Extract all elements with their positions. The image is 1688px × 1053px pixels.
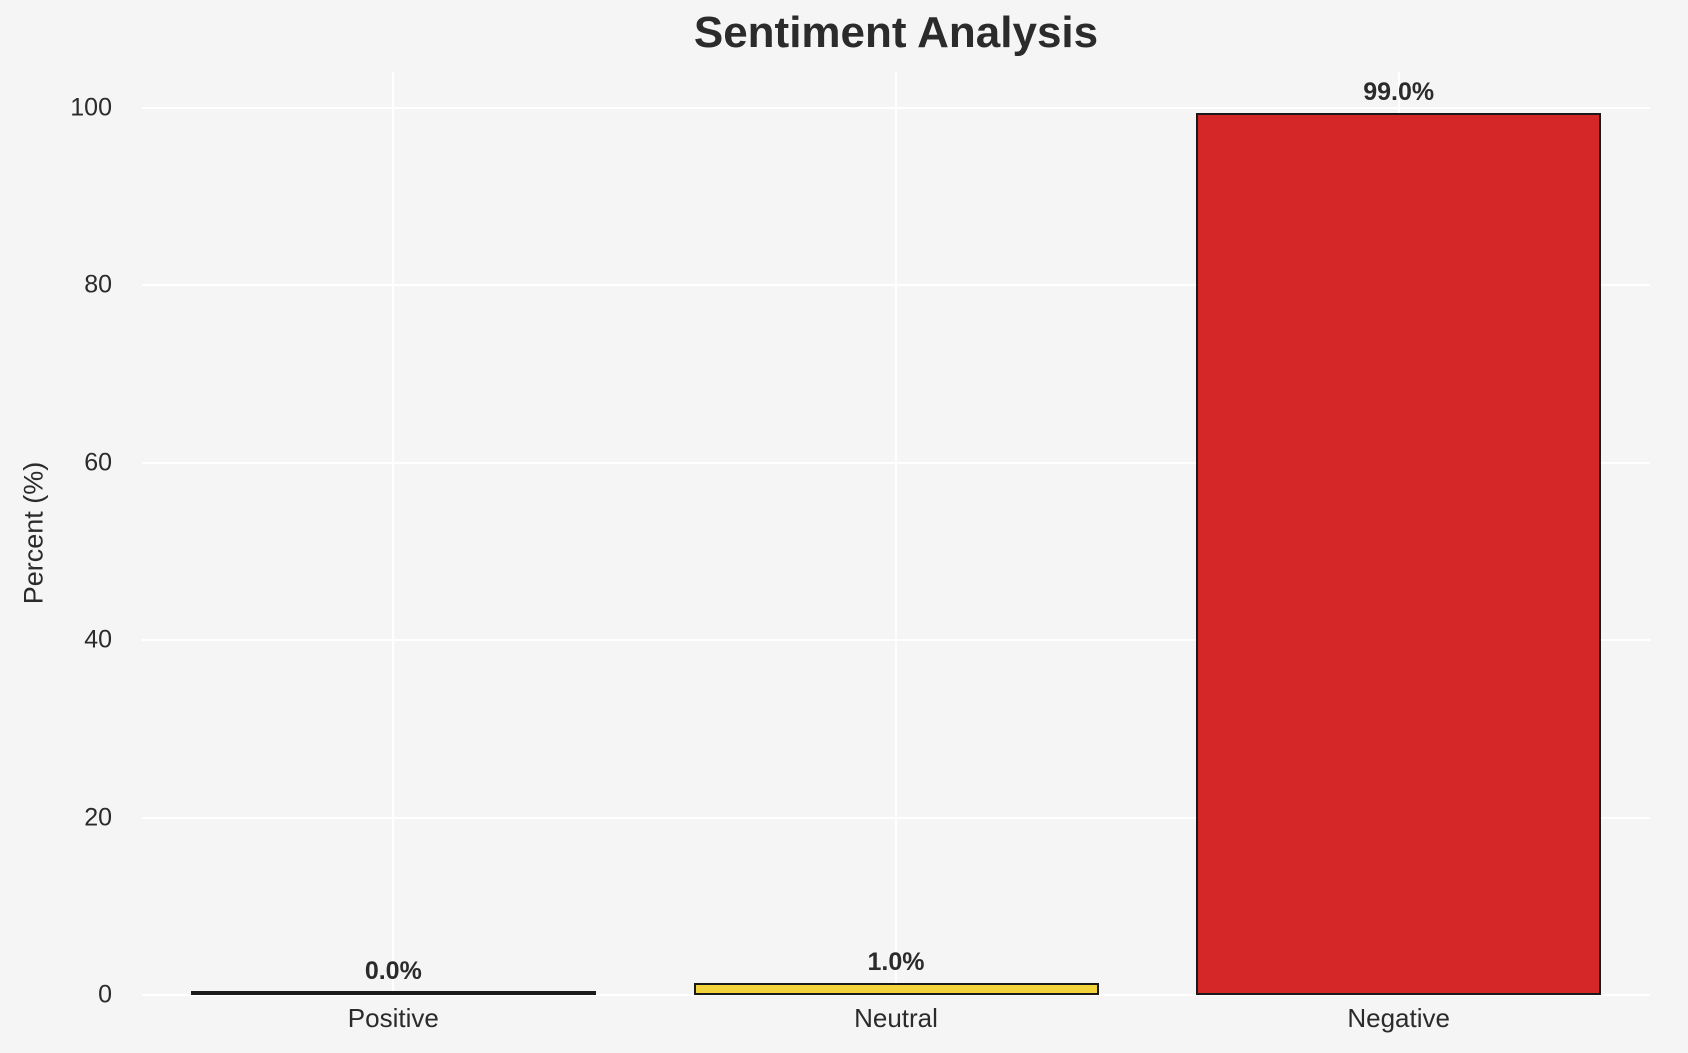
gridline-x-positive	[392, 72, 395, 995]
bar-neutral	[693, 983, 1099, 995]
bar-value-label-negative: 99.0%	[1363, 78, 1435, 107]
xtick-label-positive: Positive	[347, 1003, 439, 1033]
ytick-label-0: 0	[98, 980, 112, 1009]
bar-negative	[1196, 113, 1602, 995]
bar-positive	[190, 991, 596, 995]
gridline-x-neutral	[895, 72, 897, 995]
xtick-label-neutral: Neutral	[854, 1003, 938, 1033]
ytick-label-20: 20	[84, 803, 112, 831]
ytick-label-100: 100	[70, 93, 112, 121]
y-axis-label: Percent (%)	[18, 461, 49, 605]
chart-title: Sentiment Analysis	[693, 8, 1099, 57]
bar-value-label-positive: 0.0%	[364, 957, 422, 985]
ytick-label-40: 40	[84, 625, 112, 654]
bar-value-label-neutral: 1.0%	[867, 948, 925, 977]
gridline-y-0	[142, 994, 1650, 996]
ytick-label-80: 80	[84, 270, 112, 299]
xtick-label-negative: Negative	[1347, 1003, 1450, 1033]
ytick-label-60: 60	[84, 448, 112, 476]
plot-area: 0.0% Positive 1.0% Neutral 99.0% Negative	[142, 72, 1650, 1033]
